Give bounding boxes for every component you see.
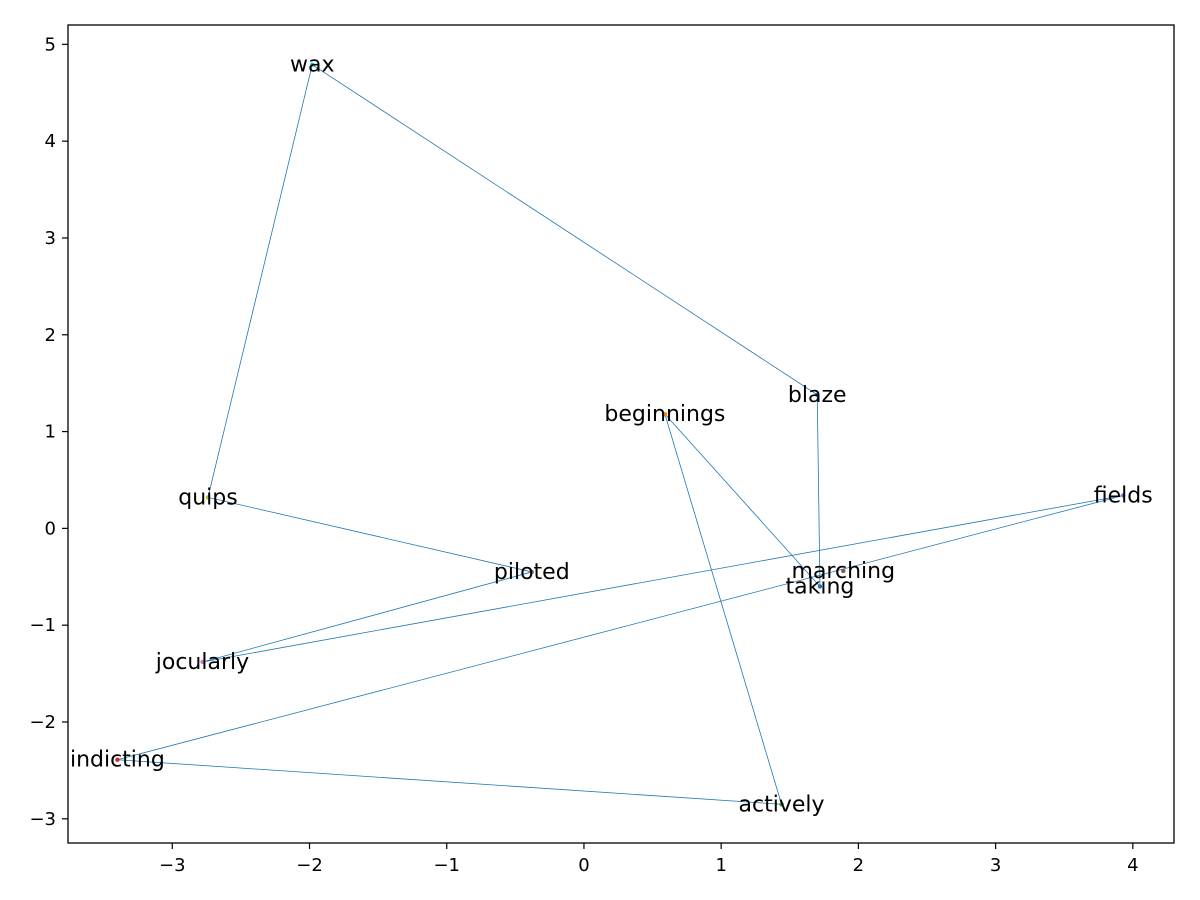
x-tick-label: 1	[715, 855, 726, 876]
x-tick-label: 3	[990, 855, 1001, 876]
x-tick-label: −1	[433, 855, 460, 876]
connection-line-wax-blaze	[312, 64, 818, 396]
data-point-taking	[817, 584, 823, 589]
point-label-taking: taking	[786, 574, 855, 599]
point-labels: wax blaze beginnings quips fields piloted marc…	[70, 53, 1153, 818]
connection-line-quips-wax	[207, 64, 313, 498]
y-tick-label: 5	[45, 34, 56, 55]
data-point-blaze	[815, 392, 820, 397]
point-label-actively: actively	[739, 792, 825, 817]
data-point-actively	[779, 802, 784, 807]
y-tick-label: −2	[29, 712, 56, 733]
y-tick-label: −1	[29, 615, 56, 636]
y-axis-ticks: −3 −2 −1 0 1 2 3 4 5	[29, 34, 68, 830]
data-point-marching	[841, 568, 846, 574]
connection-lines	[117, 64, 1124, 805]
data-point-fields	[1121, 493, 1126, 498]
x-tick-label: 2	[853, 855, 864, 876]
x-tick-label: −2	[296, 855, 323, 876]
point-label-piloted: piloted	[494, 560, 570, 585]
connection-line-piloted-quips	[207, 497, 532, 573]
x-tick-label: 4	[1127, 855, 1138, 876]
y-tick-label: 1	[45, 422, 56, 443]
y-tick-label: 2	[45, 325, 56, 346]
point-label-quips: quips	[178, 485, 237, 510]
y-tick-label: 0	[45, 518, 56, 539]
data-point-wax	[310, 62, 315, 67]
data-point-quips	[205, 495, 211, 500]
plot-frame	[67, 24, 1175, 844]
data-points	[115, 62, 1126, 807]
connection-line-indicting-fields	[117, 495, 1124, 761]
point-label-jocularly: jocularly	[155, 650, 249, 675]
connection-line-blaze-taking	[816, 394, 821, 587]
x-tick-label: −3	[159, 855, 186, 876]
x-tick-label: 0	[578, 855, 589, 876]
y-tick-label: 3	[45, 228, 56, 249]
point-label-wax: wax	[290, 53, 335, 78]
x-axis-ticks: −3 −2 −1 0 1 2 3 4	[159, 843, 1139, 876]
y-tick-label: 4	[45, 131, 56, 152]
connection-line-jocularly-piloted	[202, 571, 532, 663]
data-point-indicting	[115, 757, 120, 762]
y-tick-label: −3	[29, 809, 56, 830]
connection-line-actively-indicting	[117, 759, 782, 805]
connection-line-fields-jocularly	[202, 495, 1124, 663]
data-point-jocularly	[200, 659, 205, 665]
point-label-indicting: indicting	[70, 748, 165, 773]
connection-line-beginnings-actively	[664, 414, 782, 805]
data-point-piloted	[529, 569, 535, 575]
point-label-marching: marching	[792, 559, 896, 584]
point-label-fields: fields	[1094, 483, 1153, 508]
connection-line-taking-beginnings	[664, 413, 821, 587]
point-label-beginnings: beginnings	[604, 402, 725, 427]
data-point-beginnings	[662, 411, 668, 417]
point-label-blaze: blaze	[788, 383, 847, 408]
